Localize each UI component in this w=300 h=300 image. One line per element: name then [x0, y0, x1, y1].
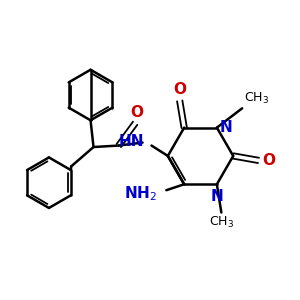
Text: HN: HN	[118, 134, 144, 148]
Text: N: N	[211, 189, 223, 204]
Text: NH$_2$: NH$_2$	[124, 184, 158, 203]
Text: CH$_3$: CH$_3$	[209, 215, 234, 230]
Text: O: O	[130, 105, 143, 120]
Text: CH$_3$: CH$_3$	[244, 91, 269, 106]
Text: O: O	[262, 153, 275, 168]
Text: N: N	[219, 119, 232, 134]
Text: O: O	[173, 82, 186, 97]
